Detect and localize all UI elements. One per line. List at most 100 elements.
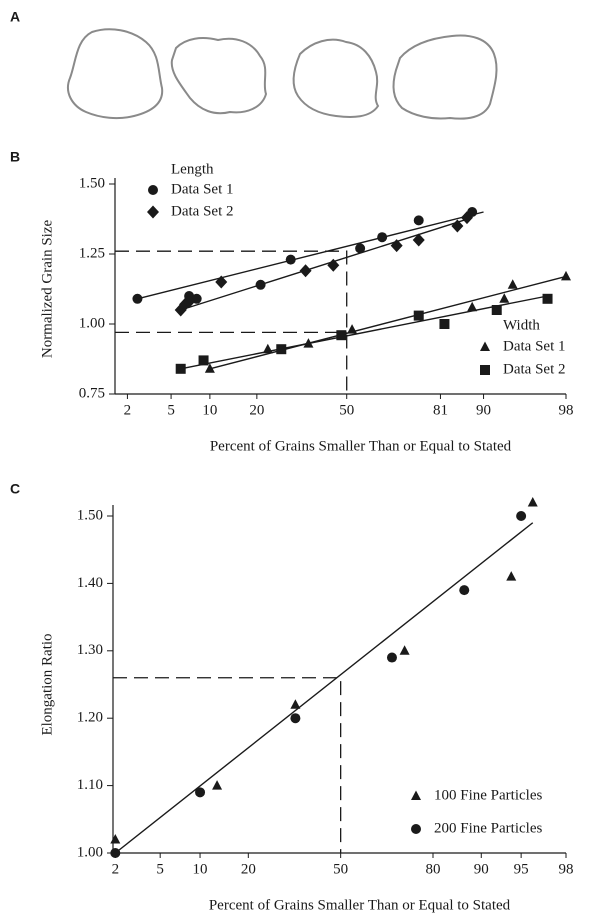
y-tick-label: 0.75 (79, 385, 105, 401)
y-tick-label: 1.30 (77, 642, 103, 658)
data-point (290, 699, 301, 709)
legend-marker (480, 341, 490, 351)
x-tick-label: 20 (241, 861, 256, 877)
x-tick-label: 5 (167, 402, 175, 418)
data-point (516, 511, 527, 521)
data-point (386, 652, 397, 663)
data-point (561, 270, 571, 281)
data-point (204, 363, 215, 373)
fit-line (180, 295, 548, 370)
fit-line (114, 522, 534, 854)
data-point (412, 233, 425, 247)
panel-label: C (10, 481, 20, 497)
y-tick-label: 1.50 (77, 507, 103, 523)
x-tick-label: 50 (333, 861, 348, 877)
data-point (175, 363, 186, 374)
x-tick-label: 98 (559, 861, 574, 877)
data-point (299, 264, 312, 278)
legend-label: Data Set 1 (503, 338, 565, 354)
data-point (413, 310, 424, 321)
data-point (467, 301, 478, 312)
fit-line (209, 275, 567, 370)
y-tick-label: 1.00 (77, 844, 103, 860)
data-point (195, 787, 206, 798)
legend-title: Length (171, 161, 214, 177)
data-point (276, 344, 287, 355)
data-point (399, 645, 410, 655)
grain-outline (392, 34, 498, 120)
x-tick-label: 2 (112, 861, 120, 877)
x-tick-label: 80 (426, 861, 441, 877)
data-point (336, 330, 347, 341)
legend-label: Data Set 2 (503, 361, 565, 377)
legend-label: 100 Fine Particles (434, 787, 542, 803)
legend-marker (480, 365, 490, 375)
x-tick-label: 10 (193, 861, 208, 877)
data-point (499, 293, 510, 303)
legend-marker (411, 790, 421, 800)
x-axis-label: Percent of Grains Smaller Than or Equal … (210, 438, 512, 454)
data-point (110, 848, 121, 858)
x-tick-label: 50 (339, 402, 354, 418)
fit-line (137, 211, 484, 300)
data-point (215, 275, 228, 289)
y-axis-label: Normalized Grain Size (39, 220, 55, 359)
x-tick-label: 95 (514, 861, 529, 877)
data-point (507, 279, 518, 289)
grain-outlines (67, 28, 498, 120)
x-axis-label: Percent of Grains Smaller Than or Equal … (209, 897, 511, 913)
y-tick-label: 1.20 (77, 710, 103, 726)
legend-title: Width (503, 317, 540, 333)
legend-marker (147, 205, 159, 219)
data-point (451, 219, 464, 233)
y-tick-label: 1.40 (77, 575, 103, 591)
data-point (183, 295, 196, 309)
y-tick-label: 1.00 (79, 315, 105, 331)
legend-label: Data Set 1 (171, 181, 233, 197)
y-tick-label: 1.25 (79, 245, 105, 261)
x-tick-label: 90 (474, 861, 489, 877)
y-tick-label: 1.10 (77, 777, 103, 793)
legend-marker (148, 185, 158, 195)
x-tick-label: 90 (476, 402, 491, 418)
fit-line (180, 216, 473, 311)
data-point (285, 254, 296, 265)
reference-line (115, 250, 348, 394)
data-point (347, 324, 358, 334)
x-tick-label: 2 (124, 402, 132, 418)
data-point (390, 239, 403, 253)
legend-marker (411, 824, 421, 834)
grain-outline (170, 37, 268, 115)
legend-label: 200 Fine Particles (434, 820, 542, 836)
data-point (327, 258, 340, 272)
data-point (506, 571, 517, 581)
panel-label: A (10, 9, 20, 25)
x-tick-label: 10 (202, 402, 217, 418)
data-point (439, 319, 450, 329)
x-tick-label: 5 (156, 861, 164, 877)
data-point (527, 497, 538, 507)
x-tick-label: 98 (559, 402, 574, 418)
data-point (212, 780, 223, 790)
legend-label: Data Set 2 (171, 203, 233, 219)
data-point (460, 211, 473, 225)
x-tick-label: 81 (433, 402, 448, 418)
grain-outline (292, 38, 380, 118)
panel-label: B (10, 149, 20, 165)
data-point (132, 293, 143, 304)
data-point (110, 834, 121, 844)
data-point (198, 355, 209, 366)
data-point (491, 305, 502, 315)
reference-line (113, 677, 342, 853)
y-tick-label: 1.50 (79, 175, 105, 191)
grain-outline (67, 28, 164, 120)
x-tick-label: 20 (249, 402, 264, 418)
data-point (377, 232, 388, 243)
data-point (542, 293, 553, 304)
data-point (355, 243, 366, 254)
data-point (413, 215, 424, 226)
data-point (290, 713, 301, 724)
y-axis-label: Elongation Ratio (39, 633, 55, 735)
data-point (459, 585, 470, 596)
